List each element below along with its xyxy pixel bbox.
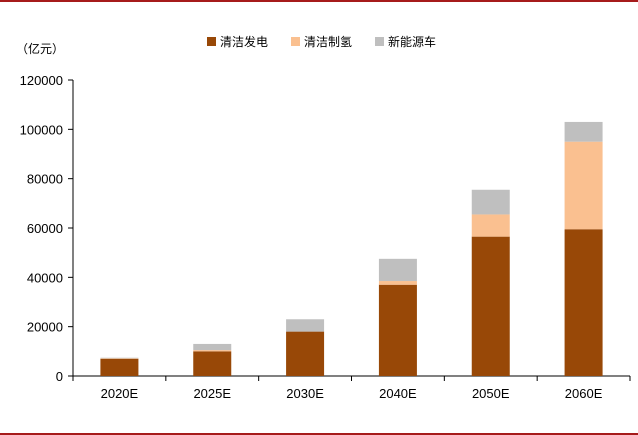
bar-segment	[378, 284, 417, 376]
x-axis: 2020E 2025E 2030E 2040E 2050E 2060E	[72, 375, 631, 401]
y-tick-label: 40000	[27, 270, 63, 285]
x-tick-label: 2050E	[472, 386, 510, 401]
bar-segment	[193, 350, 232, 352]
bar-segment	[471, 214, 510, 237]
bar-segment	[378, 258, 417, 282]
legend-label: 清洁制氢	[304, 34, 352, 49]
bar-segment	[471, 236, 510, 376]
bars	[100, 121, 603, 376]
x-tick-label: 2060E	[565, 386, 603, 401]
bar-segment	[564, 121, 603, 142]
top-rule	[0, 0, 638, 2]
bar-segment	[193, 351, 232, 376]
y-tick-label: 120000	[20, 73, 63, 88]
y-tick-label: 100000	[20, 122, 63, 137]
bar-segment	[286, 319, 325, 332]
x-tick-label: 2030E	[286, 386, 324, 401]
y-tick-label: 80000	[27, 172, 63, 187]
y-tick-label: 60000	[27, 221, 63, 236]
x-tick-label: 2025E	[193, 386, 231, 401]
legend-label: 新能源车	[388, 34, 436, 49]
x-tick-label: 2040E	[379, 386, 417, 401]
bar-segment	[564, 229, 603, 376]
bar-segment	[471, 189, 510, 215]
y-tick-label: 20000	[27, 320, 63, 335]
bar-segment	[378, 281, 417, 285]
bar-segment	[100, 358, 139, 376]
y-axis: 0 20000 40000 60000 80000 100000 120000	[20, 73, 74, 384]
x-tick-label: 2020E	[101, 386, 139, 401]
y-tick-label: 0	[56, 369, 63, 384]
bottom-rule	[0, 433, 638, 435]
legend-swatch	[375, 37, 384, 46]
legend: 清洁发电 清洁制氢 新能源车	[207, 34, 436, 49]
bar-segment	[193, 343, 232, 351]
legend-label: 清洁发电	[220, 34, 268, 49]
bar-segment	[286, 331, 325, 376]
legend-swatch	[291, 37, 300, 46]
bar-segment	[564, 141, 603, 230]
legend-swatch	[207, 37, 216, 46]
unit-label: （亿元）	[16, 41, 64, 56]
